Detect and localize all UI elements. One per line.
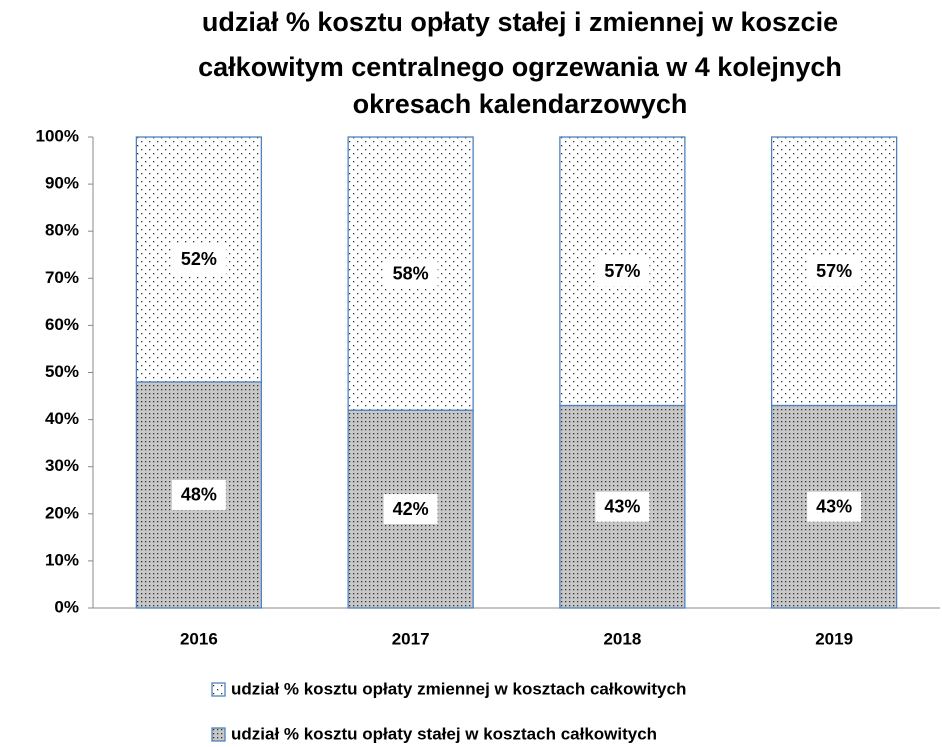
label-box bbox=[595, 491, 650, 522]
label-box bbox=[171, 244, 226, 275]
data-label: 57% bbox=[816, 261, 852, 281]
label-box bbox=[171, 479, 226, 510]
data-label: 52% bbox=[181, 249, 217, 269]
y-tick-label: 50% bbox=[45, 362, 79, 381]
label-box bbox=[807, 256, 862, 287]
data-label: 58% bbox=[393, 263, 429, 283]
data-label: 43% bbox=[604, 496, 640, 516]
x-tick-label: 2019 bbox=[815, 629, 853, 648]
chart-title: udział % kosztu opłaty stałej i zmiennej… bbox=[202, 7, 838, 37]
y-tick-label: 60% bbox=[45, 315, 79, 334]
y-tick-label: 100% bbox=[36, 126, 79, 145]
legend-swatch bbox=[211, 727, 226, 742]
chart-title: okresach kalendarzowych bbox=[353, 89, 688, 119]
data-label: 43% bbox=[816, 496, 852, 516]
data-label: 57% bbox=[604, 261, 640, 281]
data-label: 42% bbox=[393, 499, 429, 519]
label-box bbox=[807, 491, 862, 522]
legend-label: udział % kosztu opłaty stałej w kosztach… bbox=[231, 724, 657, 743]
label-box bbox=[595, 256, 650, 287]
y-tick-label: 20% bbox=[45, 503, 79, 522]
data-label: 48% bbox=[181, 485, 217, 505]
legend-label: udział % kosztu opłaty zmiennej w koszta… bbox=[231, 679, 686, 698]
y-tick-label: 80% bbox=[45, 221, 79, 240]
x-tick-label: 2016 bbox=[180, 629, 218, 648]
label-box bbox=[383, 258, 438, 289]
x-tick-label: 2018 bbox=[603, 629, 641, 648]
y-tick-label: 40% bbox=[45, 409, 79, 428]
chart-title: całkowitym centralnego ogrzewania w 4 ko… bbox=[198, 52, 842, 82]
legend-swatch bbox=[211, 682, 226, 697]
y-tick-label: 10% bbox=[45, 550, 79, 569]
y-tick-label: 0% bbox=[54, 597, 79, 616]
y-tick-label: 30% bbox=[45, 456, 79, 475]
label-box bbox=[383, 494, 438, 525]
x-tick-label: 2017 bbox=[392, 629, 430, 648]
y-tick-label: 90% bbox=[45, 174, 79, 193]
y-tick-label: 70% bbox=[45, 268, 79, 287]
